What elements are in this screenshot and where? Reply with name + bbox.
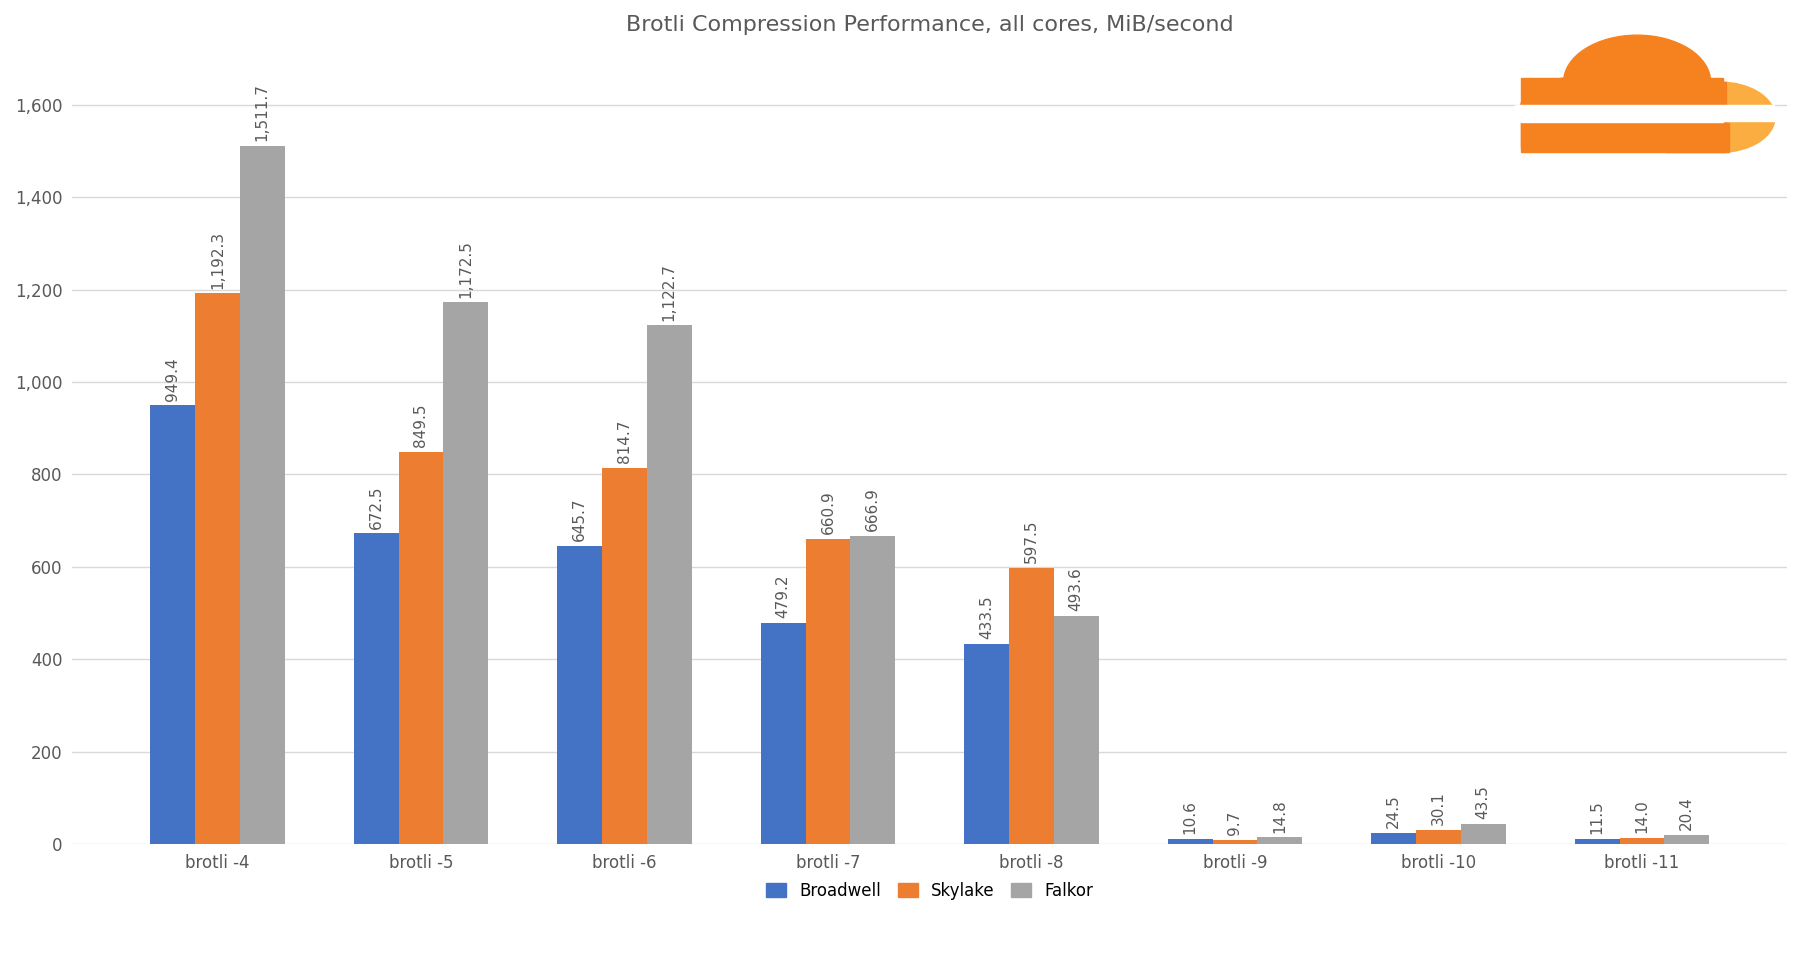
- Text: 10.6: 10.6: [1182, 800, 1198, 834]
- Bar: [1416, 830, 1461, 844]
- Text: 1,172.5: 1,172.5: [458, 240, 474, 298]
- Bar: [353, 533, 398, 844]
- Bar: [1054, 616, 1099, 844]
- Legend: Broadwell, Skylake, Falkor: Broadwell, Skylake, Falkor: [759, 875, 1101, 907]
- Circle shape: [1521, 78, 1613, 137]
- Bar: [1665, 834, 1708, 844]
- Bar: [1168, 839, 1213, 844]
- Circle shape: [1665, 82, 1775, 152]
- Bar: [1371, 832, 1416, 844]
- Text: 666.9: 666.9: [865, 488, 879, 531]
- Text: 660.9: 660.9: [820, 490, 836, 534]
- Bar: [760, 622, 805, 844]
- Text: 14.8: 14.8: [1272, 799, 1287, 832]
- Text: 1,192.3: 1,192.3: [211, 231, 225, 288]
- Bar: [557, 546, 602, 844]
- Text: 24.5: 24.5: [1386, 794, 1402, 828]
- Text: 479.2: 479.2: [775, 574, 791, 618]
- Bar: [1521, 78, 1723, 147]
- Title: Brotli Compression Performance, all cores, MiB/second: Brotli Compression Performance, all core…: [625, 15, 1234, 35]
- Text: 30.1: 30.1: [1431, 791, 1445, 826]
- Bar: [805, 538, 851, 844]
- Text: 949.4: 949.4: [166, 358, 180, 401]
- Text: 645.7: 645.7: [573, 497, 587, 541]
- Text: 814.7: 814.7: [616, 420, 633, 463]
- Bar: [1009, 568, 1054, 844]
- Bar: [1213, 839, 1258, 844]
- Bar: [964, 644, 1009, 844]
- Bar: [1620, 837, 1665, 844]
- Text: 9.7: 9.7: [1227, 811, 1242, 835]
- Bar: [1461, 824, 1505, 844]
- Text: 1,122.7: 1,122.7: [661, 263, 678, 320]
- Text: 672.5: 672.5: [369, 486, 384, 529]
- Text: 849.5: 849.5: [413, 404, 429, 447]
- Bar: [1521, 123, 1730, 152]
- Text: 14.0: 14.0: [1634, 799, 1649, 833]
- Bar: [1258, 837, 1303, 844]
- Bar: [443, 303, 488, 844]
- Bar: [602, 468, 647, 844]
- Text: 20.4: 20.4: [1679, 796, 1694, 830]
- Text: 493.6: 493.6: [1069, 568, 1083, 612]
- Text: 1,511.7: 1,511.7: [254, 83, 270, 141]
- Text: 43.5: 43.5: [1476, 786, 1490, 820]
- Circle shape: [1564, 35, 1710, 129]
- Bar: [240, 146, 285, 844]
- Bar: [1521, 107, 1723, 122]
- Text: 597.5: 597.5: [1024, 520, 1040, 564]
- Text: 433.5: 433.5: [978, 596, 995, 639]
- Bar: [1665, 82, 1726, 152]
- Bar: [150, 405, 195, 844]
- Bar: [398, 451, 443, 844]
- Text: 11.5: 11.5: [1589, 800, 1604, 834]
- Bar: [1575, 838, 1620, 844]
- Bar: [647, 325, 692, 844]
- Bar: [1514, 105, 1775, 121]
- Bar: [195, 293, 240, 844]
- Bar: [851, 536, 896, 844]
